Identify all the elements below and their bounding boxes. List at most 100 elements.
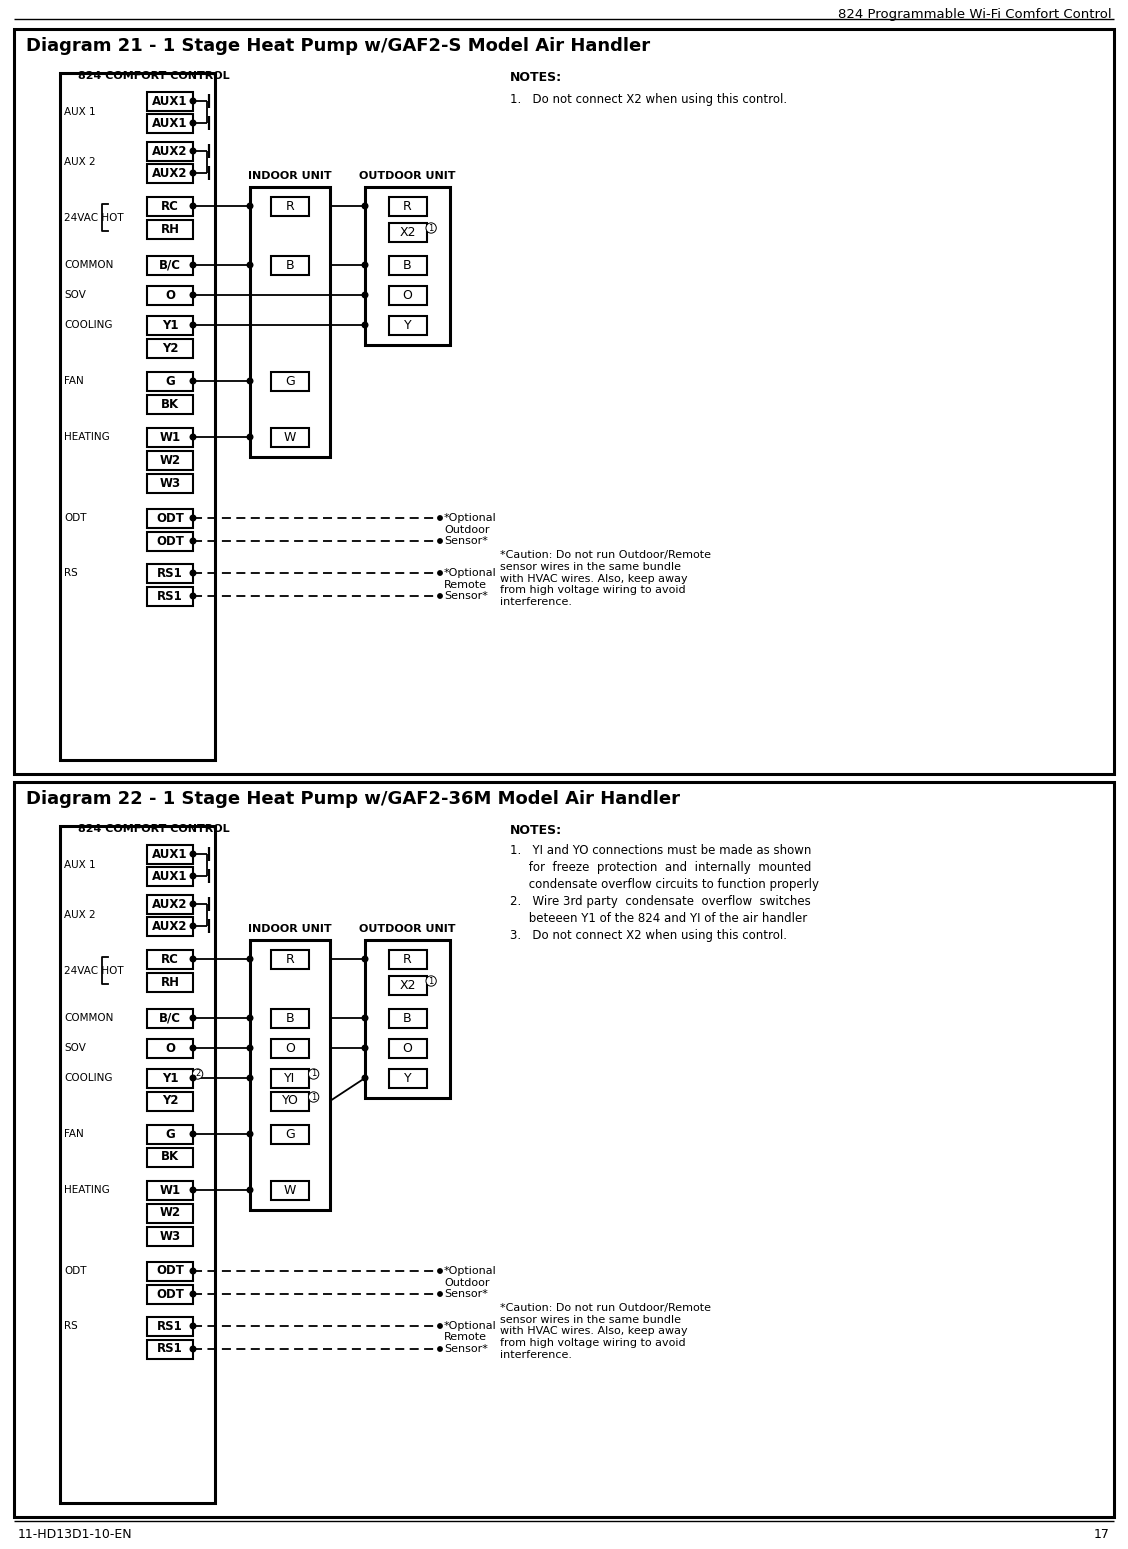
Text: BK: BK <box>161 398 179 410</box>
Text: Y2: Y2 <box>161 1095 178 1108</box>
Circle shape <box>362 956 368 962</box>
Bar <box>388 1008 426 1027</box>
Circle shape <box>191 98 196 104</box>
Text: AUX1: AUX1 <box>152 847 187 861</box>
Bar <box>147 1008 193 1027</box>
Text: B: B <box>285 259 294 271</box>
Text: 3.   Do not connect X2 when using this control.: 3. Do not connect X2 when using this con… <box>510 929 787 942</box>
Bar <box>147 1038 193 1058</box>
Circle shape <box>191 516 196 520</box>
Bar <box>147 1069 193 1087</box>
Bar <box>365 186 450 344</box>
Circle shape <box>247 203 253 209</box>
Circle shape <box>362 1015 368 1021</box>
Text: RS: RS <box>64 1321 78 1331</box>
Text: INDOOR UNIT: INDOOR UNIT <box>248 170 332 181</box>
Bar <box>147 1092 193 1111</box>
Circle shape <box>191 852 196 857</box>
Bar <box>147 950 193 968</box>
Bar <box>271 1180 309 1199</box>
Circle shape <box>362 1075 368 1081</box>
Bar <box>147 587 193 606</box>
Bar <box>147 141 193 161</box>
Text: AUX2: AUX2 <box>152 897 187 911</box>
Circle shape <box>247 378 253 384</box>
Bar <box>147 1340 193 1358</box>
Text: Y: Y <box>404 319 412 331</box>
Circle shape <box>191 923 196 929</box>
Circle shape <box>247 434 253 440</box>
Text: RS1: RS1 <box>157 1343 183 1355</box>
Text: 24VAC HOT: 24VAC HOT <box>64 965 124 976</box>
Text: G: G <box>285 375 294 387</box>
Text: COMMON: COMMON <box>64 1013 114 1022</box>
Circle shape <box>191 378 196 384</box>
Circle shape <box>247 1075 253 1081</box>
Text: Y: Y <box>404 1072 412 1084</box>
Text: 1: 1 <box>429 976 434 985</box>
Bar <box>271 950 309 968</box>
Text: R: R <box>285 200 294 212</box>
Text: *Caution: Do not run Outdoor/Remote
sensor wires in the same bundle
with HVAC wi: *Caution: Do not run Outdoor/Remote sens… <box>500 1303 711 1360</box>
Circle shape <box>191 538 196 544</box>
Text: NOTES:: NOTES: <box>510 71 562 84</box>
Bar <box>365 940 450 1098</box>
Text: AUX 2: AUX 2 <box>64 909 96 920</box>
Circle shape <box>247 1131 253 1137</box>
Text: OUTDOOR UNIT: OUTDOOR UNIT <box>359 170 456 181</box>
Circle shape <box>191 149 196 153</box>
Bar <box>147 973 193 991</box>
Bar <box>147 866 193 886</box>
Bar <box>147 1227 193 1245</box>
Text: AUX1: AUX1 <box>152 116 187 130</box>
Text: OUTDOOR UNIT: OUTDOOR UNIT <box>359 923 456 934</box>
Bar <box>271 1008 309 1027</box>
Circle shape <box>438 539 442 544</box>
Circle shape <box>191 1292 196 1297</box>
Text: O: O <box>285 1041 294 1055</box>
Circle shape <box>191 262 196 268</box>
Bar <box>147 316 193 335</box>
Bar <box>147 564 193 582</box>
Circle shape <box>247 262 253 268</box>
Bar <box>271 256 309 274</box>
Text: AUX 2: AUX 2 <box>64 156 96 167</box>
Bar <box>14 782 1114 1516</box>
Circle shape <box>362 262 368 268</box>
Bar <box>388 1038 426 1058</box>
Circle shape <box>191 203 196 209</box>
Text: X2: X2 <box>399 979 416 991</box>
Text: G: G <box>165 375 175 387</box>
Circle shape <box>191 1015 196 1021</box>
Circle shape <box>191 170 196 175</box>
Text: YO: YO <box>282 1095 299 1108</box>
Bar <box>388 285 426 305</box>
Text: *Caution: Do not run Outdoor/Remote
sensor wires in the same bundle
with HVAC wi: *Caution: Do not run Outdoor/Remote sens… <box>500 550 711 607</box>
Bar <box>147 428 193 446</box>
Text: *Optional
Outdoor
Sensor*: *Optional Outdoor Sensor* <box>444 513 496 547</box>
Circle shape <box>191 293 196 297</box>
Bar <box>147 395 193 414</box>
Text: FAN: FAN <box>64 376 83 386</box>
Text: B: B <box>403 259 412 271</box>
Text: 824 Programmable Wi-Fi Comfort Control: 824 Programmable Wi-Fi Comfort Control <box>838 8 1112 22</box>
Bar <box>271 372 309 390</box>
Text: RS: RS <box>64 568 78 578</box>
Text: 1.   YI and YO connections must be made as shown: 1. YI and YO connections must be made as… <box>510 844 811 857</box>
Circle shape <box>191 322 196 328</box>
Text: 1: 1 <box>311 1069 316 1078</box>
Text: X2: X2 <box>399 226 416 239</box>
Circle shape <box>362 203 368 209</box>
Bar <box>147 220 193 239</box>
Text: *Optional
Remote
Sensor*: *Optional Remote Sensor* <box>444 568 496 601</box>
Bar <box>60 826 215 1503</box>
Bar <box>147 1125 193 1143</box>
Text: Diagram 21 - 1 Stage Heat Pump w/GAF2-S Model Air Handler: Diagram 21 - 1 Stage Heat Pump w/GAF2-S … <box>26 37 650 56</box>
Text: B: B <box>403 1011 412 1024</box>
Text: O: O <box>403 1041 413 1055</box>
Text: 24VAC HOT: 24VAC HOT <box>64 212 124 223</box>
Text: NOTES:: NOTES: <box>510 824 562 836</box>
Bar <box>147 339 193 358</box>
Text: G: G <box>165 1128 175 1140</box>
Text: condensate overflow circuits to function properly: condensate overflow circuits to function… <box>510 878 819 891</box>
